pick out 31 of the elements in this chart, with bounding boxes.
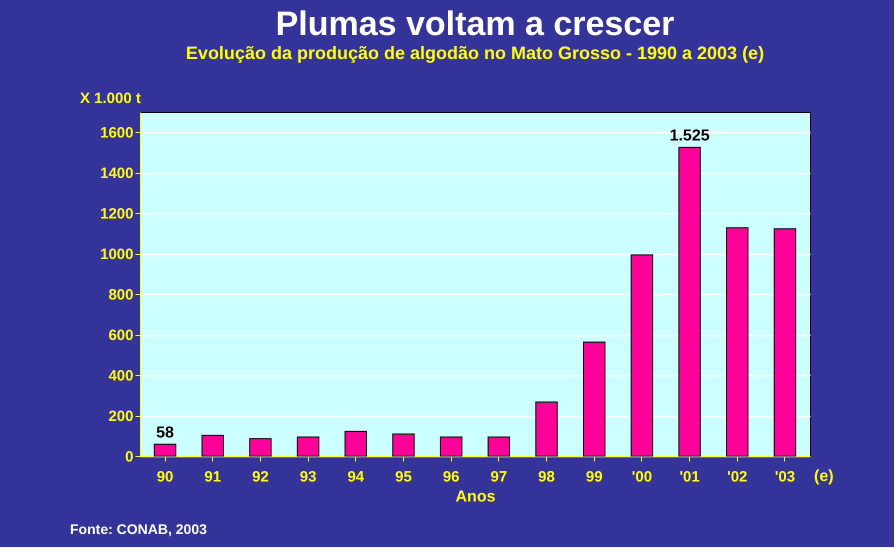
chart-subtitle: Evolução da produção de algodão no Mato Grosso - 1990 a 2003 (e) <box>186 43 764 63</box>
x-tick-label: 99 <box>586 468 603 486</box>
y-tick-label: 200 <box>108 408 134 426</box>
x-tick-label: 97 <box>490 468 508 486</box>
y-tick-label: 800 <box>108 286 134 304</box>
data-label: 58 <box>156 424 174 442</box>
y-tick-label: 1400 <box>100 165 134 182</box>
x-tick-label: 98 <box>538 468 555 486</box>
x-tick-label: 94 <box>347 468 365 486</box>
x-tick-label: 93 <box>300 468 316 486</box>
y-axis-title: X 1.000 t <box>80 90 141 107</box>
x-tick-label: '01 <box>679 468 700 486</box>
x-tick-label: 90 <box>156 468 174 486</box>
x-tick-label: 92 <box>252 468 269 486</box>
y-tick-label: 1000 <box>100 246 134 264</box>
y-tick-label: 400 <box>108 368 134 385</box>
x-axis-title: Anos <box>456 488 496 506</box>
y-tick-label: 1200 <box>100 206 134 223</box>
data-label: 1.525 <box>670 127 710 144</box>
source-note: Fonte: CONAB, 2003 <box>70 521 208 537</box>
x-tick-label: 91 <box>204 468 222 486</box>
y-tick-label: 1600 <box>100 124 134 142</box>
x-tick-label: '02 <box>727 468 748 486</box>
chart-title: Plumas voltam a crescer <box>276 5 674 43</box>
y-tick-label: 0 <box>125 448 134 466</box>
x-tick-label: '03 <box>774 468 796 486</box>
x-tick-label: '00 <box>632 468 652 486</box>
text: (e) <box>814 468 834 485</box>
y-tick-label: 600 <box>108 327 134 344</box>
x-tick-label: 96 <box>442 468 460 486</box>
x-tick-label: 95 <box>395 468 412 486</box>
